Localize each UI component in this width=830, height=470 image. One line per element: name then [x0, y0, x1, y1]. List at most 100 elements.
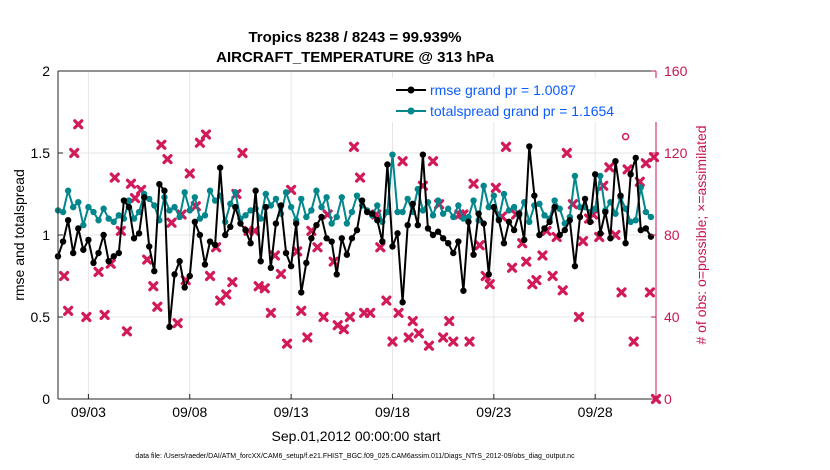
series-1-point-74	[429, 212, 437, 219]
series-1-point-75	[434, 197, 442, 204]
series-1-point-46	[287, 203, 295, 211]
obs-assimilated-marker-4	[81, 311, 92, 323]
series-1-point-19	[151, 202, 158, 209]
series-0-point-117	[647, 233, 655, 240]
obs-assimilated-marker-97	[573, 311, 585, 323]
series-1-point-117	[647, 213, 655, 221]
series-0-point-51	[313, 221, 320, 229]
obs-assimilated-marker-90	[537, 250, 548, 261]
legend: rmse grand pr = 1.0087 totalspread grand…	[391, 78, 673, 122]
series-0-point-99	[556, 231, 563, 239]
series-0-point-100	[561, 226, 568, 234]
series-0-point-103	[576, 213, 584, 221]
obs-assimilated-marker-27	[204, 270, 216, 282]
series-0-point-44	[277, 202, 285, 209]
legend-marker-totalspread	[407, 107, 415, 115]
series-1-point-82	[470, 197, 477, 204]
series-1-point-4	[75, 199, 82, 206]
series-1-point-34	[227, 200, 234, 208]
series-1-point-67	[394, 208, 401, 216]
series-0-point-92	[521, 236, 528, 244]
series-1-point-37	[242, 212, 249, 219]
obs-assimilated-marker-25	[194, 137, 205, 148]
series-0-point-25	[181, 284, 188, 291]
obs-assimilated-marker-89	[531, 275, 542, 286]
series-1-point-3	[70, 203, 77, 211]
obs-assimilated-marker-17	[156, 139, 167, 150]
obs-assimilated-marker-43	[292, 246, 303, 257]
obs-assimilated-marker-10	[121, 326, 133, 337]
y2-tick-label-4: 160	[664, 63, 688, 79]
chart-title: Tropics 8238 / 8243 = 99.939%	[248, 29, 461, 46]
series-0-point-93	[526, 143, 533, 150]
series-0-point-83	[475, 210, 482, 217]
series-0-point-94	[531, 192, 538, 199]
series-1-point-65	[384, 208, 391, 216]
series-0-point-115	[637, 226, 644, 234]
series-0-point-116	[642, 225, 650, 232]
y2-tick-label-1: 40	[664, 309, 680, 325]
series-1-point-1	[59, 208, 67, 216]
obs-assimilated-marker-33	[237, 147, 248, 159]
x-tick-label-1: 09/08	[172, 404, 207, 420]
obs-assimilated-marker-81	[490, 182, 501, 193]
y2-tick-label-2: 80	[664, 227, 680, 243]
series-1-point-55	[333, 213, 340, 221]
series-0-point-105	[586, 218, 594, 226]
series-0-point-22	[166, 323, 173, 331]
series-1-point-2	[64, 187, 72, 194]
series-lines	[54, 143, 655, 331]
obs-assimilated-marker-14	[142, 254, 153, 265]
series-0-point-96	[541, 225, 548, 232]
series-0-point-63	[374, 217, 381, 224]
obs-assimilated-marker-31	[227, 277, 238, 288]
series-1-point-12	[115, 212, 123, 219]
series-0-point-19	[151, 267, 158, 275]
series-0-point-97	[546, 218, 553, 226]
series-0-point-91	[515, 210, 523, 217]
obs-assimilated-marker-26	[200, 129, 212, 140]
series-1-point-56	[338, 194, 345, 201]
series-0-point-1	[59, 238, 67, 245]
obs-assimilated-marker-65	[407, 316, 418, 327]
series-0-point-16	[135, 230, 143, 237]
series-1-point-14	[125, 197, 133, 204]
series-0-point-68	[399, 299, 406, 306]
series-0-point-75	[434, 228, 442, 235]
series-0-point-86	[490, 203, 498, 211]
series-0-point-88	[500, 240, 508, 247]
series-1-point-24	[176, 213, 183, 221]
series-1-point-53	[323, 194, 330, 201]
obs-assimilated-marker-8	[109, 172, 120, 183]
series-0-point-37	[242, 226, 249, 234]
series-1-point-9	[100, 205, 107, 212]
obs-assimilated-marker-73	[448, 336, 459, 347]
series-1-point-98	[551, 197, 558, 204]
series-0-point-52	[318, 213, 325, 221]
series-0-point-111	[617, 192, 624, 199]
obs-assimilated-marker-55	[354, 172, 366, 183]
series-0-point-15	[130, 235, 138, 242]
obs-assimilated-marker-59	[375, 242, 386, 253]
series-0-point-65	[384, 161, 391, 168]
obs-assimilated-marker-105	[616, 287, 627, 298]
obs-assimilated-marker-19	[166, 217, 177, 228]
obs-assimilated-marker-44	[296, 305, 307, 316]
series-1-point-54	[328, 220, 335, 227]
obs-assimilated-marker-54	[348, 141, 360, 152]
obs-assimilated-marker-1	[63, 305, 74, 316]
obs-assimilated-marker-64	[403, 332, 414, 343]
series-0-point-33	[222, 231, 229, 239]
series-0-point-28	[196, 231, 204, 239]
x-tick-label-4: 09/23	[476, 404, 511, 420]
series-1-point-50	[308, 207, 315, 214]
series-0-point-41	[262, 203, 269, 211]
y-axis-label: rmse and totalspread	[11, 169, 27, 301]
series-0-point-49	[303, 259, 310, 267]
series-1-point-23	[171, 203, 178, 211]
obs-assimilated-marker-3	[73, 119, 84, 130]
series-0-point-58	[348, 235, 356, 242]
series-0-point-43	[272, 220, 280, 227]
obs-assimilated-marker-45	[302, 332, 313, 343]
obs-assimilated-marker-95	[561, 147, 572, 159]
